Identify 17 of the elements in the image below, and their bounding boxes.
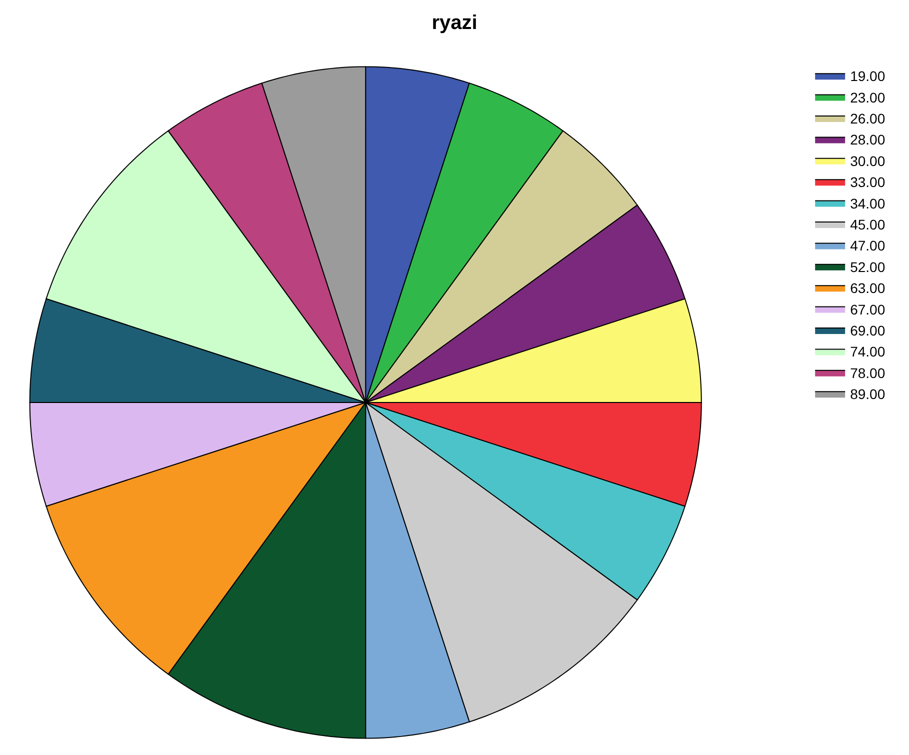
legend-label: 89.00 (850, 386, 886, 402)
chart-title: ryazi (432, 12, 478, 34)
legend-label: 63.00 (850, 280, 886, 296)
legend-label: 45.00 (850, 216, 886, 232)
legend-label: 78.00 (850, 364, 886, 381)
legend-label: 19.00 (850, 68, 886, 84)
legend-label: 30.00 (850, 152, 886, 169)
legend-label: 33.00 (850, 174, 886, 190)
legend-label: 74.00 (850, 344, 886, 360)
legend-label: 34.00 (850, 195, 886, 212)
legend-label: 28.00 (850, 132, 886, 148)
legend-label: 47.00 (850, 238, 886, 254)
legend-label: 52.00 (850, 258, 886, 275)
legend-label: 67.00 (850, 301, 886, 318)
legend-label: 26.00 (850, 110, 886, 126)
legend-label: 23.00 (850, 89, 886, 106)
legend-label: 69.00 (850, 322, 886, 338)
